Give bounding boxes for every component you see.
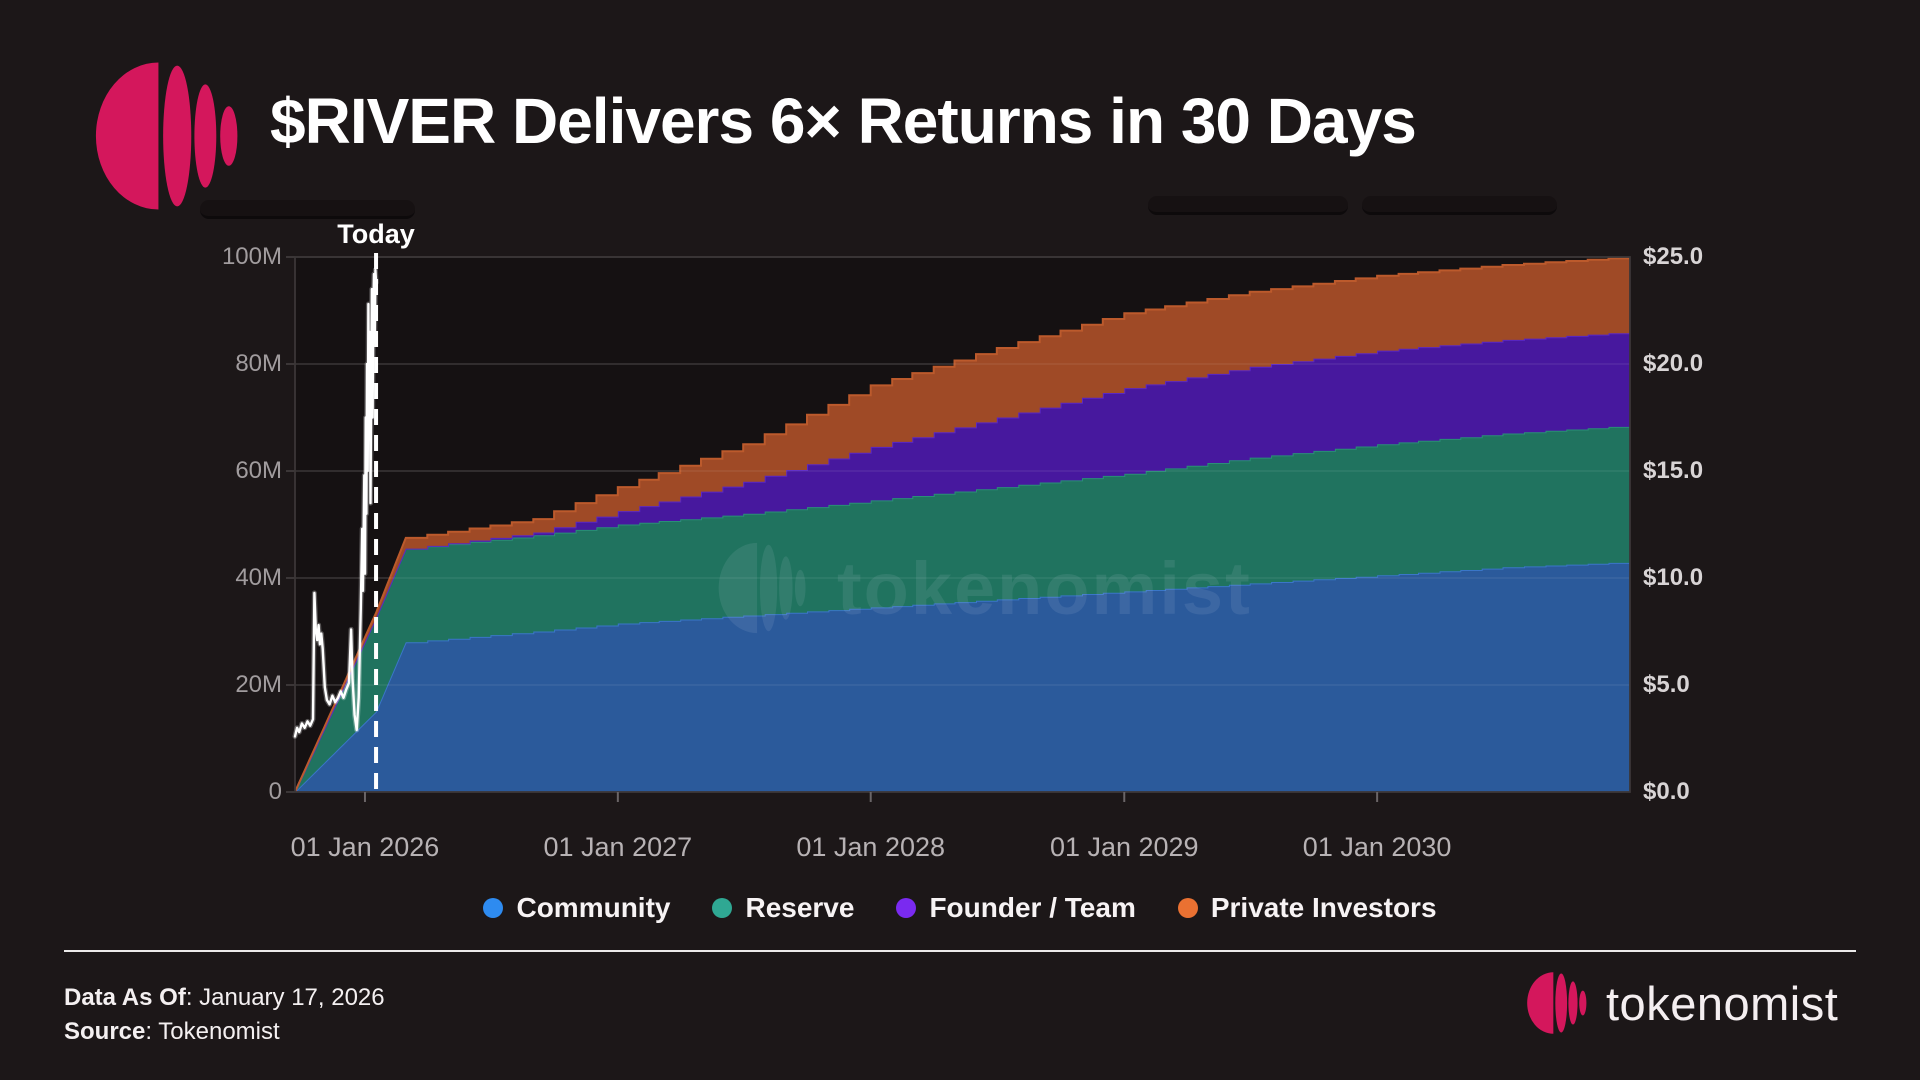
area-community	[295, 562, 1630, 792]
y-left-label: 60M	[235, 457, 282, 484]
brand-name: tokenomist	[1606, 976, 1839, 1030]
community-dot-icon	[483, 898, 504, 918]
legend-label: Private Investors	[1210, 892, 1437, 923]
faint-panel-right-1	[1148, 196, 1348, 215]
data-as-of-label: Data As Of	[64, 984, 186, 1011]
legend-label: Founder / Team	[929, 892, 1136, 923]
x-axis-label: 01 Jan 2030	[1302, 832, 1452, 862]
y-left-label: 40M	[235, 564, 282, 591]
x-axis-label: 01 Jan 2029	[1049, 832, 1199, 862]
source-label: Source	[64, 1018, 146, 1045]
y-right-label: $10.0	[1643, 564, 1704, 591]
area-private-investors	[295, 257, 1630, 792]
today-label: Today	[337, 219, 415, 249]
source-line: Source: Tokenomist	[64, 1018, 280, 1046]
plot-frame	[294, 256, 1631, 793]
tokenomist-logo-icon	[95, 62, 238, 210]
x-axis-label: 01 Jan 2026	[290, 832, 440, 862]
watermark: tokenomist	[705, 540, 1252, 636]
price-line	[293, 268, 378, 738]
source-value: : Tokenomist	[145, 1018, 280, 1045]
y-right-label: $25.0	[1643, 243, 1704, 270]
legend-label: Reserve	[745, 892, 855, 923]
watermark-logo-icon	[718, 542, 806, 634]
y-right-label: $20.0	[1643, 350, 1704, 377]
brand-logo-icon	[1527, 972, 1587, 1034]
footer-divider	[64, 950, 1856, 952]
x-axis-label: 01 Jan 2028	[796, 832, 946, 862]
founder-team-dot-icon	[896, 898, 917, 918]
y-right-label: $0.0	[1643, 778, 1690, 805]
y-left-label: 80M	[235, 350, 282, 377]
legend-item-private-investors: Private Investors	[1177, 892, 1437, 924]
private-investors-dot-icon	[1177, 898, 1198, 918]
brand-lockup: tokenomist	[1518, 970, 1838, 1036]
data-as-of-line: Data As Of: January 17, 2026	[64, 984, 385, 1012]
faint-panel-left	[200, 200, 415, 219]
y-left-label: 100M	[221, 243, 282, 270]
y-right-label: $5.0	[1643, 671, 1690, 698]
area-reserve	[295, 425, 1630, 792]
legend: Community Reserve Founder / Team Private…	[0, 892, 1920, 924]
y-right-label: $15.0	[1643, 457, 1704, 484]
x-axis-label: 01 Jan 2027	[543, 832, 693, 862]
legend-item-community: Community	[483, 892, 670, 924]
faint-panel-right-2	[1362, 196, 1557, 215]
area-founder-team	[295, 331, 1630, 792]
legend-item-founder-team: Founder / Team	[896, 892, 1136, 924]
data-as-of-value: : January 17, 2026	[185, 984, 385, 1011]
reserve-dot-icon	[712, 898, 733, 918]
y-left-label: 0	[268, 778, 282, 805]
page-title: $RIVER Delivers 6× Returns in 30 Days	[270, 85, 1417, 157]
area-edge-private-investors	[295, 257, 1630, 792]
legend-label: Community	[516, 892, 671, 923]
y-left-label: 20M	[235, 671, 282, 698]
legend-item-reserve: Reserve	[712, 892, 854, 924]
watermark-text: tokenomist	[837, 546, 1252, 630]
